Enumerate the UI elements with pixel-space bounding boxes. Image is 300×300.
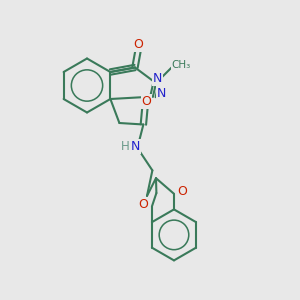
Text: N: N — [153, 72, 162, 86]
Text: O: O — [139, 198, 148, 211]
Text: O: O — [141, 95, 151, 108]
Text: H: H — [120, 140, 129, 153]
Text: N: N — [131, 140, 141, 153]
Text: O: O — [133, 38, 143, 51]
Text: N: N — [157, 87, 166, 100]
Text: O: O — [177, 185, 187, 198]
Text: CH₃: CH₃ — [172, 59, 191, 70]
